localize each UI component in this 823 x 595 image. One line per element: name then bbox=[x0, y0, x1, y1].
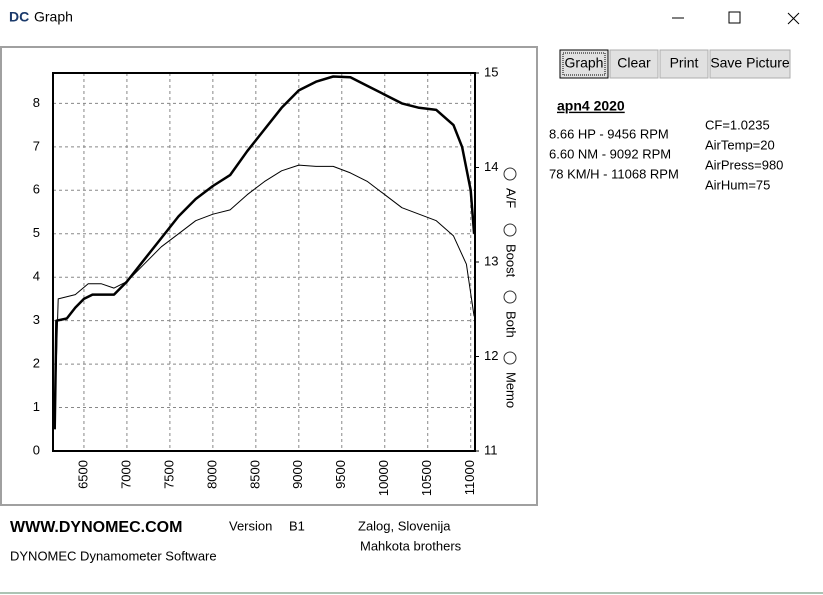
x-tick-label: 10500 bbox=[419, 460, 434, 496]
radio-label[interactable]: Both bbox=[504, 311, 519, 338]
product: DYNOMEC Dynamometer Software bbox=[10, 548, 217, 563]
maximize[interactable] bbox=[728, 11, 741, 24]
x-tick-label: 9000 bbox=[290, 460, 305, 489]
y-tick-label: 6 bbox=[33, 182, 40, 197]
authors: Mahkota brothers bbox=[360, 538, 462, 553]
radio-button[interactable] bbox=[503, 167, 517, 181]
y-tick-label: 5 bbox=[33, 225, 40, 240]
y2-tick-label: 12 bbox=[484, 348, 498, 363]
button[interactable] bbox=[709, 49, 791, 79]
y-tick-label: 2 bbox=[33, 356, 40, 371]
button[interactable] bbox=[609, 49, 659, 79]
version: B1 bbox=[289, 518, 305, 533]
button[interactable] bbox=[559, 49, 609, 79]
y2-tick-label: 15 bbox=[484, 64, 498, 79]
radio-label[interactable]: Boost bbox=[504, 244, 519, 278]
stat-line: 6.60 NM - 9092 RPM bbox=[549, 146, 671, 161]
y-tick-label: 3 bbox=[33, 312, 40, 327]
y-tick-label: 0 bbox=[33, 442, 40, 457]
radio-button[interactable] bbox=[503, 290, 517, 304]
x-tick-label: 10000 bbox=[376, 460, 391, 496]
stat-line: 78 KM/H - 11068 RPM bbox=[549, 166, 679, 181]
x-tick-label: 8500 bbox=[247, 460, 262, 489]
series-line bbox=[54, 164, 475, 417]
version-label: Version bbox=[229, 518, 272, 533]
plot-frame bbox=[52, 72, 476, 452]
button[interactable] bbox=[659, 49, 709, 79]
x-tick-label: 6500 bbox=[75, 460, 90, 489]
focus-ring bbox=[562, 52, 606, 76]
site: WWW.DYNOMEC.COM bbox=[10, 519, 182, 536]
window-title: Graph bbox=[34, 9, 73, 25]
button-label[interactable]: Clear bbox=[617, 55, 651, 71]
run-name: apn4 2020 bbox=[557, 98, 625, 114]
param-line: AirPress=980 bbox=[705, 157, 783, 172]
location: Zalog, Slovenija bbox=[358, 518, 451, 533]
x-tick-label: 7000 bbox=[118, 460, 133, 489]
button-label[interactable]: Print bbox=[670, 55, 699, 71]
x-tick-label: 9500 bbox=[333, 460, 348, 489]
y2-tick-label: 13 bbox=[484, 253, 498, 268]
button-label[interactable]: Save Picture bbox=[710, 55, 790, 71]
radio-button[interactable] bbox=[503, 351, 517, 365]
chart-panel bbox=[0, 46, 538, 506]
y-tick-label: 1 bbox=[33, 399, 40, 414]
series-line bbox=[53, 75, 476, 430]
y-tick-label: 8 bbox=[33, 95, 40, 110]
x-tick-label: 11000 bbox=[462, 460, 477, 495]
y-tick-label: 7 bbox=[33, 138, 40, 153]
param-line: AirTemp=20 bbox=[705, 137, 775, 152]
radio-button[interactable] bbox=[503, 223, 517, 237]
radio-label[interactable]: A/F bbox=[504, 188, 519, 208]
y-tick-label: 4 bbox=[33, 269, 40, 284]
radio-label[interactable]: Memo bbox=[504, 372, 519, 408]
y2-tick-label: 14 bbox=[484, 159, 498, 174]
button-label[interactable]: Graph bbox=[565, 55, 604, 71]
app-icon: DC bbox=[9, 9, 29, 25]
param-line: CF=1.0235 bbox=[705, 117, 770, 132]
stat-line: 8.66 HP - 9456 RPM bbox=[549, 126, 669, 141]
close[interactable] bbox=[787, 12, 800, 25]
x-tick-label: 8000 bbox=[204, 460, 219, 489]
x-tick-label: 7500 bbox=[161, 460, 176, 489]
param-line: AirHum=75 bbox=[705, 177, 770, 192]
y2-tick-label: 11 bbox=[484, 442, 498, 457]
